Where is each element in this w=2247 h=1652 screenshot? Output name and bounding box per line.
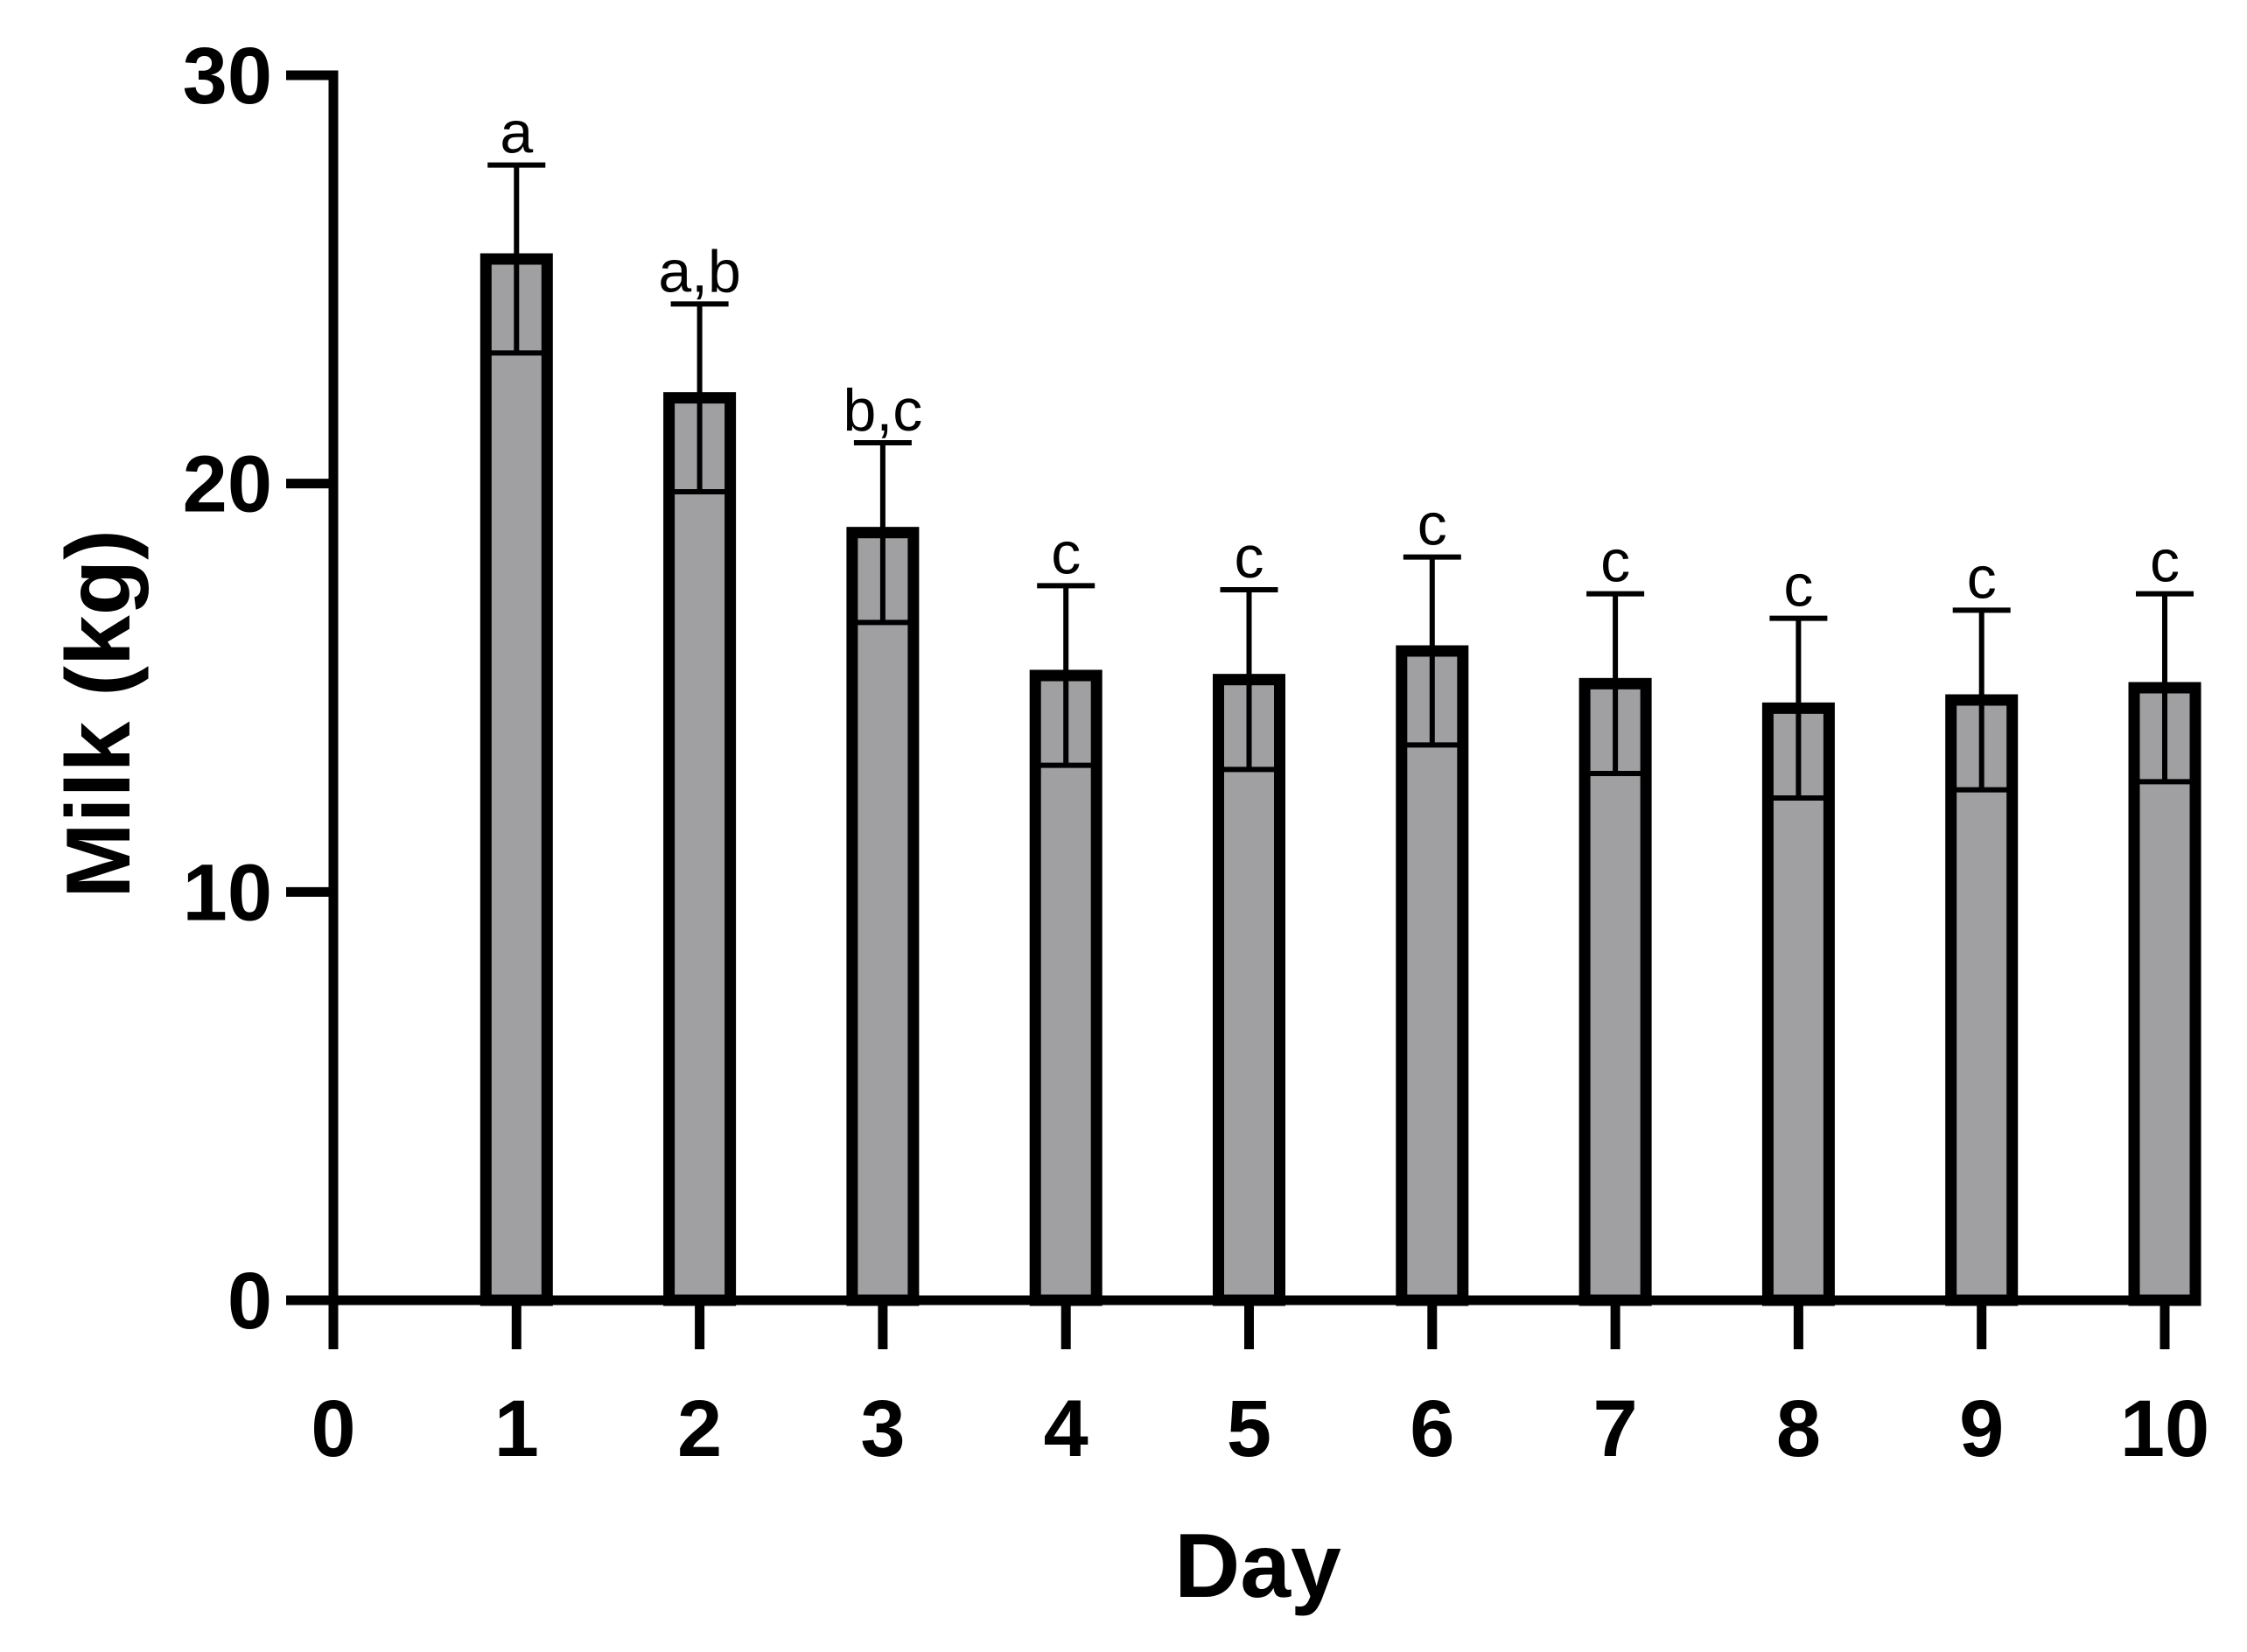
significance-label-day-4: c (1051, 520, 1081, 586)
x-axis-title: Day (1174, 1516, 1341, 1617)
x-tick-label-8: 8 (1776, 1384, 1821, 1474)
y-tick-label-10: 10 (183, 848, 272, 937)
bar-day-6 (1396, 645, 1469, 1306)
significance-label-day-10: c (2150, 528, 2180, 595)
significance-label-day-5: c (1235, 524, 1264, 591)
significance-label-day-6: c (1418, 492, 1447, 558)
y-axis-title: Milk (kg) (48, 529, 150, 899)
significance-label-day-3: b,c (844, 377, 923, 444)
x-tick-label-2: 2 (677, 1384, 722, 1474)
axes-layer: 0 10 20 30 0 1 2 3 4 5 6 7 8 9 10 (183, 32, 2210, 1474)
y-tick-label-20: 20 (183, 440, 272, 529)
significance-label-day-2: a,b (658, 238, 741, 304)
significance-labels-layer: a a,b b,c c c c c c c c (500, 100, 2180, 620)
bars-layer (480, 253, 2202, 1306)
bar-day-7 (1578, 677, 1652, 1306)
y-tick-label-0: 0 (228, 1256, 272, 1346)
error-bars-layer (487, 162, 2194, 801)
x-tick-label-10: 10 (2120, 1384, 2209, 1474)
bar-day-1 (480, 253, 553, 1306)
significance-label-day-7: c (1600, 528, 1630, 595)
x-tick-label-7: 7 (1593, 1384, 1638, 1474)
bar-day-2 (663, 392, 737, 1306)
x-tick-label-3: 3 (860, 1384, 905, 1474)
x-tick-label-4: 4 (1044, 1384, 1088, 1474)
x-tick-label-5: 5 (1227, 1384, 1271, 1474)
significance-label-day-9: c (1967, 544, 1997, 611)
x-tick-label-6: 6 (1410, 1384, 1454, 1474)
bar-day-3 (846, 527, 920, 1306)
x-tick-label-1: 1 (494, 1384, 539, 1474)
y-tick-label-30: 30 (183, 32, 272, 121)
significance-label-day-1: a (500, 100, 533, 166)
x-tick-label-0: 0 (311, 1384, 355, 1474)
significance-label-day-8: c (1783, 553, 1813, 620)
x-tick-label-9: 9 (1959, 1384, 2004, 1474)
bar-day-5 (1213, 674, 1285, 1306)
bar-day-4 (1029, 669, 1102, 1306)
